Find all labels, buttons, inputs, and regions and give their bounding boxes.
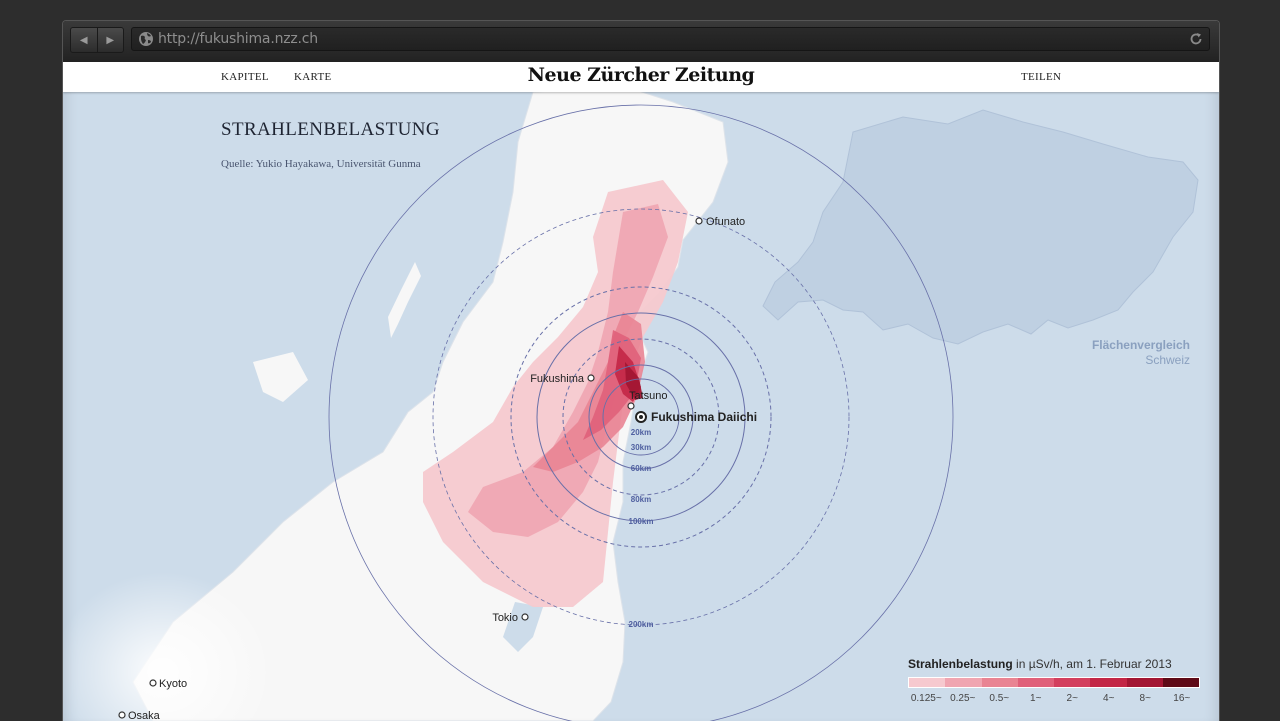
legend-title: Strahlenbelastung in µSv/h, am 1. Februa… <box>908 657 1172 671</box>
legend-title-bold: Strahlenbelastung <box>908 657 1013 671</box>
site-header: KAPITEL KARTE Neue Zürcher Zeitung TEILE… <box>63 62 1219 92</box>
map-title: STRAHLENBELASTUNG <box>221 119 440 140</box>
tokyo-bay <box>503 602 543 652</box>
legend-labels: 0.125~ 0.25~ 0.5~ 1~ 2~ 4~ 8~ 16~ <box>908 693 1200 705</box>
ring-label-100km: 100km <box>629 517 654 526</box>
legend-color-bar <box>908 677 1200 688</box>
ring-label-60km: 60km <box>631 464 651 473</box>
url-text: http://fukushima.nzz.ch <box>158 31 318 47</box>
tokio-label: Tokio <box>492 612 518 624</box>
chapters-menu[interactable]: KAPITEL <box>221 71 269 83</box>
fukushima-daiichi-dot <box>639 415 643 419</box>
legend-swatch <box>1126 678 1163 687</box>
ring-label-30km: 30km <box>631 443 651 452</box>
nav-buttons: ◀ ▶ <box>70 27 124 53</box>
legend-title-rest: in µSv/h, am 1. Februar 2013 <box>1012 657 1172 671</box>
ring-label-200km: 200km <box>629 620 654 629</box>
radiation-zones <box>423 180 688 607</box>
kyoto-marker[interactable] <box>149 679 157 687</box>
legend-swatch <box>909 678 946 687</box>
address-bar[interactable]: http://fukushima.nzz.ch <box>131 27 1210 51</box>
comparison-subtitle: Schweiz <box>1145 353 1190 367</box>
ofunato-label: Ofunato <box>706 216 745 228</box>
legend-swatch <box>1054 678 1091 687</box>
legend-label: 16~ <box>1173 693 1191 704</box>
tokio-marker[interactable] <box>521 613 529 621</box>
legend-swatch <box>1090 678 1127 687</box>
back-button[interactable]: ◀ <box>71 28 97 52</box>
coast-fog <box>63 572 273 721</box>
map-page: KAPITEL KARTE Neue Zürcher Zeitung TEILE… <box>63 62 1219 721</box>
legend-swatch <box>1017 678 1054 687</box>
legend-label: 0.25~ <box>950 693 976 704</box>
fukushima-marker[interactable] <box>587 374 595 382</box>
legend-swatch <box>945 678 982 687</box>
noto-peninsula <box>253 352 308 402</box>
map-menu[interactable]: KARTE <box>294 71 332 83</box>
legend-label: 2~ <box>1066 693 1078 704</box>
ring-label-20km: 20km <box>631 428 651 437</box>
comparison-label: Flächenvergleich Schweiz <box>1092 338 1190 368</box>
legend-swatch <box>981 678 1018 687</box>
fukushima-label: Fukushima <box>530 373 585 385</box>
radiation-map[interactable]: 20km 30km 60km 80km 100km 200km 300km Of… <box>63 62 1219 721</box>
comparison-title: Flächenvergleich <box>1091 338 1190 352</box>
reload-icon[interactable] <box>1189 32 1203 46</box>
ofunato-marker[interactable] <box>695 217 703 225</box>
tatsuno-marker[interactable] <box>627 402 635 410</box>
legend-label: 1~ <box>1030 693 1042 704</box>
site-logo[interactable]: Neue Zürcher Zeitung <box>527 64 755 86</box>
legend-swatch <box>1162 678 1199 687</box>
forward-arrow-icon: ▶ <box>106 34 115 46</box>
tatsuno-label: Tatsuno <box>629 390 668 402</box>
share-menu[interactable]: TEILEN <box>1021 71 1062 83</box>
browser-toolbar: ◀ ▶ http://fukushima.nzz.ch <box>63 21 1219 63</box>
osaka-label: Osaka <box>128 710 161 721</box>
legend-label: 4~ <box>1103 693 1115 704</box>
legend-label: 0.125~ <box>910 693 942 704</box>
fukushima-daiichi-label: Fukushima Daiichi <box>651 410 757 424</box>
browser-window: ◀ ▶ http://fukushima.nzz.ch KAPITEL KART… <box>62 20 1220 721</box>
back-arrow-icon: ◀ <box>79 34 88 46</box>
legend-label: 8~ <box>1139 693 1151 704</box>
kyoto-label: Kyoto <box>159 678 187 690</box>
forward-button[interactable]: ▶ <box>96 28 124 52</box>
map-source: Quelle: Yukio Hayakawa, Universität Gunm… <box>221 158 421 170</box>
legend-label: 0.5~ <box>989 693 1010 704</box>
sado-island <box>388 262 421 338</box>
globe-icon <box>139 32 153 46</box>
distance-rings <box>328 104 954 721</box>
switzerland-outline <box>762 109 1199 345</box>
osaka-marker[interactable] <box>118 711 126 719</box>
ring-label-80km: 80km <box>631 495 651 504</box>
